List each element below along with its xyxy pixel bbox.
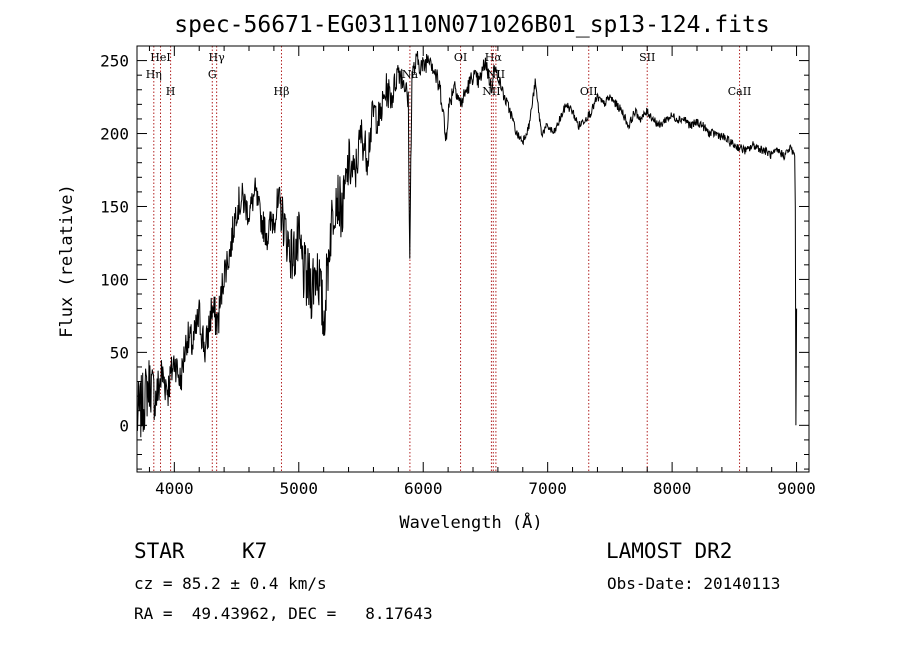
line-marker-label: Na [402, 68, 419, 81]
line-marker-label: Hγ [209, 51, 226, 64]
line-marker-label: CaII [728, 85, 752, 98]
chart-title: spec-56671-EG031110N071026B01_sp13-124.f… [174, 12, 769, 38]
x-tick-label: 4000 [155, 479, 194, 498]
y-tick-label: 200 [100, 125, 129, 144]
x-tick-label: 7000 [528, 479, 567, 498]
spectrum-line [136, 50, 798, 438]
observation-date: Obs-Date: 20140113 [607, 574, 781, 593]
line-marker-label: HeI [150, 51, 170, 64]
axis-ticks: 4000 5000 6000 7000 8000 9000 0 50 100 150 200 250 [100, 45, 816, 498]
line-marker-label: Hβ [274, 85, 290, 98]
survey-name: LAMOST DR2 [606, 539, 733, 563]
y-axis-label: Flux (relative) [57, 184, 77, 338]
line-marker-label: SII [639, 51, 655, 64]
line-marker-label: G [208, 68, 217, 81]
plot-frame [136, 45, 810, 473]
x-tick-label: 8000 [653, 479, 692, 498]
y-tick-label: 50 [110, 343, 129, 362]
object-subclass: K7 [242, 539, 268, 563]
line-marker-label: Hα [485, 51, 503, 64]
y-tick-label: 150 [100, 197, 129, 216]
line-marker-label: Hη [146, 68, 162, 81]
line-marker-label: H [166, 85, 176, 98]
redshift-velocity: cz = 85.2 ± 0.4 km/s [134, 574, 327, 593]
line-marker-label: OII [580, 85, 598, 98]
object-class: STAR [134, 539, 185, 563]
x-axis-label: Wavelength (Å) [399, 511, 542, 533]
y-tick-label: 100 [100, 270, 129, 289]
coordinates: RA = 49.43962, DEC = 8.17643 [134, 604, 433, 623]
y-tick-label: 0 [119, 416, 129, 435]
x-tick-label: 6000 [404, 479, 443, 498]
y-tick-label: 250 [100, 52, 129, 71]
x-tick-label: 5000 [280, 479, 319, 498]
line-marker-label: OI [454, 51, 467, 64]
x-tick-label: 9000 [777, 479, 816, 498]
